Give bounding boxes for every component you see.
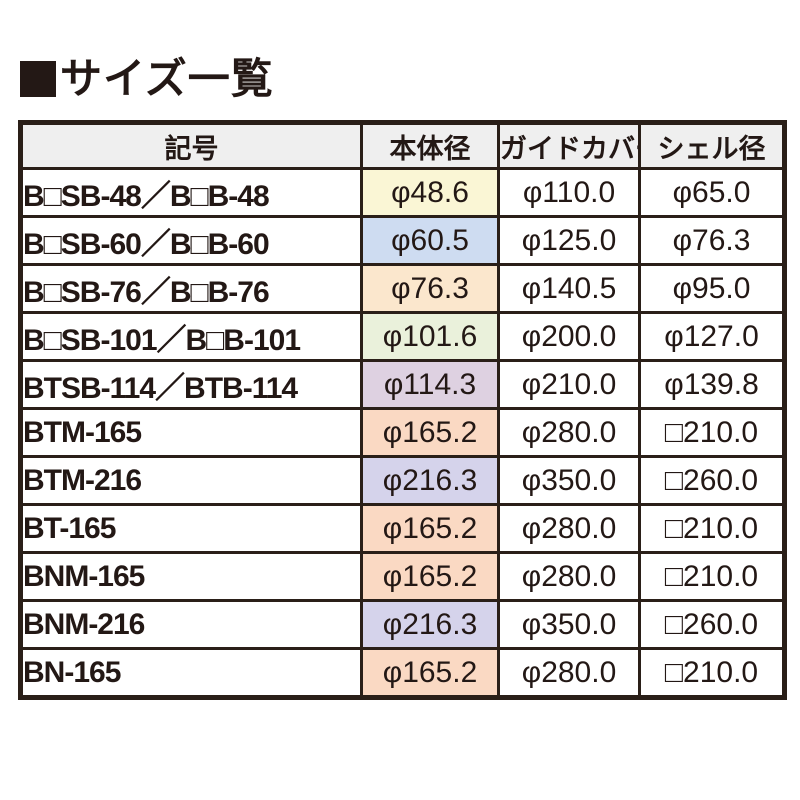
body-diameter-cell: φ114.3: [360, 359, 500, 410]
table-header-row: 記号本体径ガイドカバーシェル径: [19, 121, 786, 170]
table-row: BNM-216 φ216.3 φ350.0 □260.0: [19, 599, 786, 650]
body-diameter-cell: φ76.3: [360, 263, 500, 314]
guide-cover-cell: φ210.0: [497, 359, 641, 410]
table-body: B□SB-48／B□B-48 φ48.6 φ110.0 φ65.0 B□SB-60／B□…: [19, 167, 786, 699]
guide-cover-cell: φ280.0: [497, 503, 641, 554]
size-table: 記号本体径ガイドカバーシェル径 B□SB-48／B□B-48φ48.6φ110.…: [18, 120, 787, 700]
code-cell: BTM-216: [19, 455, 363, 506]
body-diameter-cell: φ101.6: [360, 311, 500, 362]
table-row: B□SB-60／B□B-60 φ60.5 φ125.0 φ76.3: [19, 215, 786, 266]
guide-cover-cell: φ280.0: [497, 647, 641, 699]
guide-cover-cell: φ350.0: [497, 599, 641, 650]
shell-diameter-cell: □210.0: [638, 407, 786, 458]
guide-cover-cell: φ280.0: [497, 407, 641, 458]
shell-diameter-cell: φ76.3: [638, 215, 786, 266]
table-row: BTM-216 φ216.3 φ350.0 □260.0: [19, 455, 786, 506]
shell-diameter-cell: φ65.0: [638, 167, 786, 218]
code-cell: BT-165: [19, 503, 363, 554]
shell-diameter-cell: φ139.8: [638, 359, 786, 410]
title-square-bullet-icon: [20, 61, 56, 97]
code-cell: B□SB-60／B□B-60: [19, 215, 363, 266]
table-row: BTM-165 φ165.2 φ280.0 □210.0: [19, 407, 786, 458]
table-row: B□SB-101／B□B-101 φ101.6 φ200.0 φ127.0: [19, 311, 786, 362]
table-row: BNM-165 φ165.2 φ280.0 □210.0: [19, 551, 786, 602]
guide-cover-cell: φ125.0: [497, 215, 641, 266]
body-diameter-cell: φ216.3: [360, 599, 500, 650]
guide-cover-cell: φ200.0: [497, 311, 641, 362]
body-diameter-cell: φ165.2: [360, 503, 500, 554]
body-diameter-cell: φ60.5: [360, 215, 500, 266]
shell-diameter-cell: φ127.0: [638, 311, 786, 362]
body-diameter-cell: φ165.2: [360, 407, 500, 458]
table-row: B□SB-76／B□B-76 φ76.3 φ140.5 φ95.0: [19, 263, 786, 314]
table-row: B□SB-48／B□B-48 φ48.6 φ110.0 φ65.0: [19, 167, 786, 218]
page-title: サイズ一覧: [60, 55, 274, 102]
code-cell: BNM-216: [19, 599, 363, 650]
guide-cover-cell: φ350.0: [497, 455, 641, 506]
header-shell-diameter: シェル径: [638, 121, 786, 170]
code-cell: B□SB-48／B□B-48: [19, 167, 363, 218]
shell-diameter-cell: φ95.0: [638, 263, 786, 314]
shell-diameter-cell: □260.0: [638, 455, 786, 506]
code-cell: BN-165: [19, 647, 363, 699]
guide-cover-cell: φ140.5: [497, 263, 641, 314]
shell-diameter-cell: □210.0: [638, 647, 786, 699]
code-cell: B□SB-76／B□B-76: [19, 263, 363, 314]
code-cell: BTM-165: [19, 407, 363, 458]
body-diameter-cell: φ216.3: [360, 455, 500, 506]
table-row: BTSB-114／BTB-114 φ114.3 φ210.0 φ139.8: [19, 359, 786, 410]
section-title: サイズ一覧: [20, 58, 274, 100]
code-cell: BTSB-114／BTB-114: [19, 359, 363, 410]
shell-diameter-cell: □210.0: [638, 551, 786, 602]
code-cell: BNM-165: [19, 551, 363, 602]
guide-cover-cell: φ280.0: [497, 551, 641, 602]
shell-diameter-cell: □210.0: [638, 503, 786, 554]
shell-diameter-cell: □260.0: [638, 599, 786, 650]
header-body-diameter: 本体径: [360, 121, 500, 170]
header-guide-cover: ガイドカバー: [497, 121, 641, 170]
table-row: BT-165 φ165.2 φ280.0 □210.0: [19, 503, 786, 554]
body-diameter-cell: φ165.2: [360, 551, 500, 602]
guide-cover-cell: φ110.0: [497, 167, 641, 218]
body-diameter-cell: φ48.6: [360, 167, 500, 218]
code-cell: B□SB-101／B□B-101: [19, 311, 363, 362]
table-row: BN-165 φ165.2 φ280.0 □210.0: [19, 647, 786, 699]
body-diameter-cell: φ165.2: [360, 647, 500, 699]
header-code: 記号: [19, 121, 363, 170]
